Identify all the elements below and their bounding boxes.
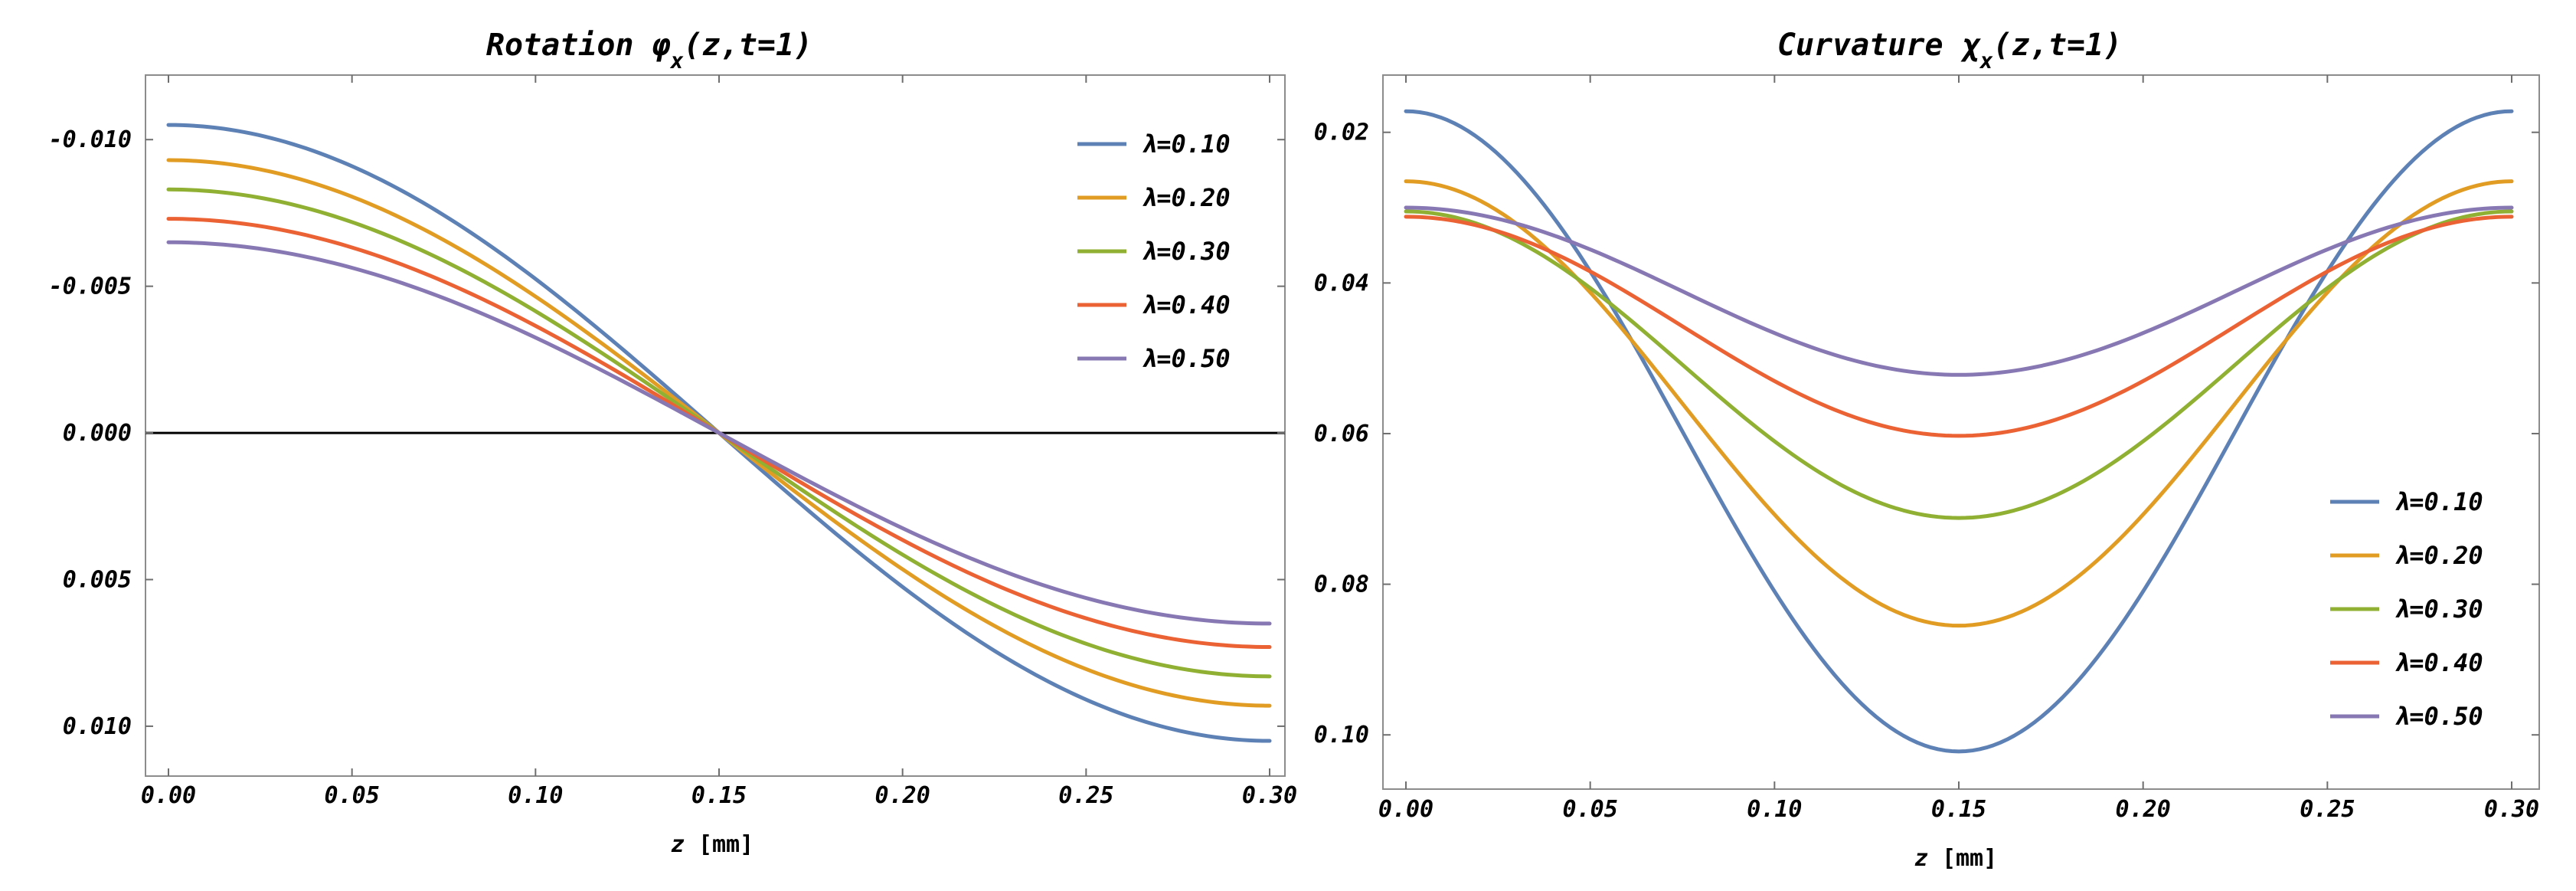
rotation-x-tick-label: 0.00 [141, 782, 196, 809]
rotation-x-tick-label: 0.05 [325, 782, 380, 809]
rotation-x-tick-label: 0.30 [1242, 782, 1297, 809]
rotation-plot-frame [145, 74, 1286, 777]
rotation-y-tick-label: 0.010 [63, 713, 132, 740]
curvature-x-tick-label: 0.10 [1747, 796, 1802, 823]
rotation-legend-label: λ=0.30 [1142, 237, 1231, 266]
curvature-x-tick-label: 0.25 [2300, 796, 2355, 823]
rotation-x-tick-label: 0.10 [508, 782, 563, 809]
curvature-y-tick-label: 0.06 [1314, 421, 1369, 447]
curvature-plot-frame [1382, 74, 2540, 790]
curvature-x-tick-label: 0.30 [2484, 796, 2539, 823]
rotation-x-tick-label: 0.20 [875, 782, 930, 809]
curvature-series-line-1 [1404, 109, 2514, 754]
curvature-y-tick-label: 0.02 [1314, 120, 1369, 146]
curvature-series-line-2 [1404, 179, 2514, 628]
curvature-y-tick-label: 0.04 [1314, 270, 1369, 296]
curvature-series-line-4 [1404, 215, 2514, 438]
curvature-x-axis-label: z [mm] [1914, 845, 1997, 872]
curvature-legend-label: λ=0.20 [2395, 541, 2483, 570]
curvature-y-tick-label: 0.08 [1314, 572, 1369, 598]
curvature-x-tick-label: 0.20 [2116, 796, 2171, 823]
rotation-x-tick-label: 0.25 [1058, 782, 1113, 809]
curvature-series-line-5 [1404, 205, 2514, 377]
rotation-x-axis-label: z [mm] [671, 831, 754, 858]
rotation-y-tick-label: -0.005 [49, 274, 132, 300]
curvature-x-tick-label: 0.00 [1378, 796, 1433, 823]
curvature-y-tick-label: 0.10 [1314, 722, 1369, 749]
rotation-x-tick-label: 0.15 [691, 782, 747, 809]
rotation-legend-label: λ=0.20 [1142, 183, 1231, 212]
curvature-series-line-3 [1404, 209, 2514, 520]
rotation-chart: Rotation φx(z,t=1) 0.00 0.05 0.10 0.15 0.20 0… [49, 28, 1298, 858]
rotation-legend-label: λ=0.50 [1142, 344, 1231, 373]
rotation-chart-title: Rotation φx(z,t=1) [486, 28, 812, 74]
curvature-chart-title: Curvature χx(z,t=1) [1777, 28, 2122, 74]
curvature-legend-label: λ=0.40 [2395, 648, 2483, 677]
rotation-y-tick-label: 0.005 [63, 566, 132, 593]
rotation-legend-label: λ=0.40 [1142, 290, 1231, 319]
curvature-x-tick-label: 0.05 [1563, 796, 1618, 823]
curvature-x-tick-label: 0.15 [1931, 796, 1986, 823]
curvature-chart: Curvature χx(z,t=1) 0.00 0.05 0.10 0.15 0.20… [1314, 28, 2540, 872]
rotation-y-tick-label: 0.000 [63, 420, 132, 447]
curvature-legend-label: λ=0.10 [2395, 487, 2483, 516]
curvature-legend-label: λ=0.50 [2395, 702, 2483, 731]
curvature-legend-label: λ=0.30 [2395, 595, 2483, 624]
rotation-series-line-5 [166, 240, 1272, 626]
rotation-legend-label: λ=0.10 [1142, 129, 1231, 159]
rotation-y-tick-label: -0.010 [49, 126, 132, 153]
